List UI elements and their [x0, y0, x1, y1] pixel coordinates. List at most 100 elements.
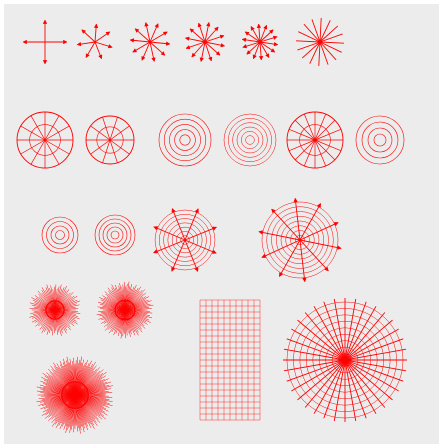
arrow-head: [268, 29, 274, 34]
line-mark: [124, 309, 146, 329]
mesh-area: [283, 298, 407, 422]
arrow-head: [272, 35, 278, 40]
line-mark: [20, 139, 46, 155]
arrow-head: [244, 31, 250, 36]
circle-mark: [285, 225, 315, 255]
line-mark: [54, 285, 67, 311]
line-mark: [184, 239, 199, 272]
line-mark: [344, 306, 377, 361]
circle-mark: [228, 118, 272, 162]
line-mark: [319, 41, 344, 44]
line-mark: [124, 296, 150, 311]
line-mark: [283, 359, 346, 372]
line-mark: [344, 298, 357, 361]
line-mark: [171, 239, 186, 272]
arrow-head: [215, 51, 221, 56]
line-mark: [31, 297, 56, 311]
circle-mark: [236, 126, 264, 154]
line-mark: [124, 309, 143, 333]
line-mark: [32, 299, 56, 311]
arrow-head: [333, 222, 339, 227]
line-mark: [102, 117, 111, 141]
line-mark: [54, 309, 64, 331]
arrow-head: [134, 28, 140, 33]
line-mark: [344, 328, 399, 361]
arrow-head: [171, 266, 176, 272]
arrow-head: [152, 249, 158, 254]
arrow-head: [153, 226, 159, 231]
circle-mark: [94, 214, 136, 256]
line-mark: [30, 309, 56, 314]
line-mark: [54, 289, 63, 311]
lattice-area: [199, 299, 261, 421]
line-mark: [54, 309, 80, 320]
line-mark: [98, 309, 126, 312]
arrow-head: [246, 50, 252, 55]
line-mark: [319, 41, 337, 61]
arrow-head: [63, 39, 68, 45]
line-mark: [261, 239, 301, 258]
line-mark: [303, 139, 316, 167]
line-mark: [104, 309, 126, 328]
line-mark: [303, 23, 321, 43]
line-mark: [344, 359, 357, 422]
line-mark: [124, 304, 154, 311]
line-mark: [44, 309, 56, 332]
arrow-head: [76, 41, 82, 47]
arrow-head: [279, 272, 284, 278]
line-mark: [44, 125, 70, 141]
line-mark: [44, 115, 60, 141]
arrow-head: [93, 23, 99, 29]
line-mark: [299, 222, 339, 241]
line-mark: [286, 359, 346, 382]
arrow-head: [211, 249, 217, 254]
line-mark: [124, 300, 152, 311]
line-mark: [296, 40, 321, 43]
line-mark: [344, 359, 399, 392]
line-mark: [294, 119, 316, 141]
line-mark: [97, 301, 126, 311]
line-mark: [314, 139, 342, 152]
circle-mark: [280, 220, 320, 260]
line-mark: [54, 287, 65, 311]
arrow-head: [263, 24, 268, 30]
arrow-head: [250, 25, 255, 31]
arrow-head: [219, 34, 225, 39]
line-mark: [54, 292, 74, 311]
circle-mark: [45, 300, 65, 320]
line-mark: [41, 309, 56, 334]
line-mark: [115, 284, 126, 311]
line-mark: [117, 309, 126, 337]
line-mark: [297, 41, 321, 51]
line-mark: [124, 286, 142, 311]
line-mark: [319, 25, 339, 43]
line-mark: [184, 208, 199, 241]
line-mark: [278, 239, 301, 277]
line-mark: [54, 303, 77, 311]
circle-mark: [373, 133, 387, 147]
line-mark: [41, 290, 56, 311]
arrow-head: [144, 21, 149, 27]
arrow-head: [256, 23, 262, 29]
line-mark: [49, 288, 56, 311]
line-mark: [297, 319, 346, 361]
line-mark: [124, 281, 130, 311]
line-mark: [299, 239, 342, 249]
circle-mark: [159, 214, 211, 266]
line-mark: [90, 125, 111, 141]
line-mark: [299, 203, 322, 241]
line-mark: [288, 128, 316, 141]
line-mark: [319, 18, 322, 43]
line-mark: [333, 298, 346, 361]
line-mark: [34, 309, 56, 323]
arrow-head: [141, 55, 146, 61]
line-mark: [291, 328, 346, 361]
ring-row: [41, 197, 342, 283]
line-mark: [344, 312, 386, 361]
line-mark: [104, 309, 126, 331]
line-mark: [54, 309, 76, 320]
line-mark: [54, 309, 60, 333]
line-mark: [124, 309, 127, 339]
circle-mark: [174, 129, 196, 151]
line-mark: [344, 359, 386, 408]
